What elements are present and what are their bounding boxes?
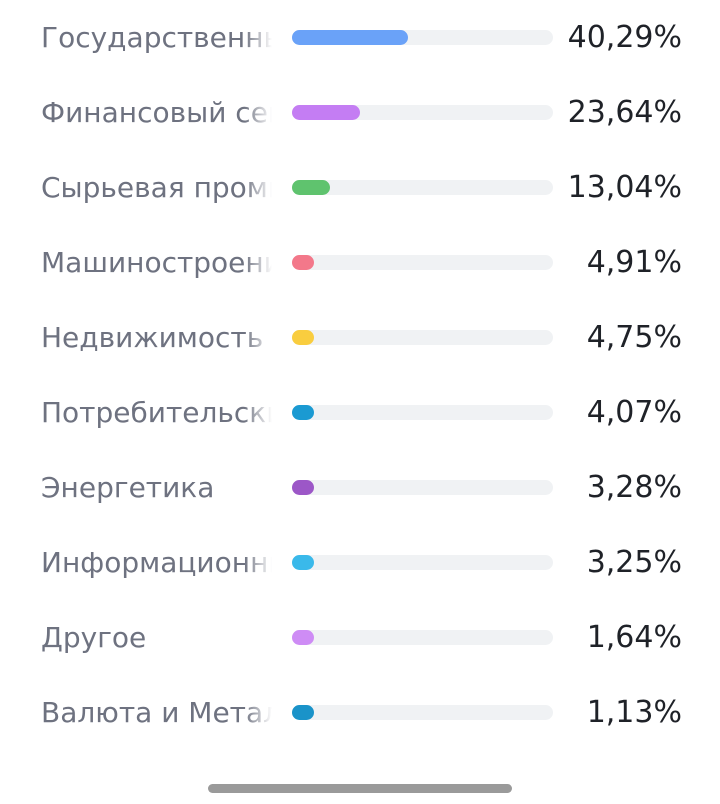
sector-percentage: 13,04% bbox=[567, 170, 682, 205]
sector-row[interactable]: Государственные облигации 40,29% bbox=[0, 0, 720, 75]
sector-row[interactable]: Финансовый сектор 23,64% bbox=[0, 75, 720, 150]
sector-progress-track bbox=[292, 705, 553, 720]
sector-percentage: 1,64% bbox=[586, 620, 682, 655]
sector-percentage: 3,28% bbox=[586, 470, 682, 505]
sector-progress-fill bbox=[292, 630, 314, 645]
sector-label: Другое bbox=[41, 621, 147, 654]
sector-row[interactable]: Потребительский сектор 4,07% bbox=[0, 375, 720, 450]
sector-label: Энергетика bbox=[41, 471, 215, 504]
sector-percentage: 40,29% bbox=[567, 20, 682, 55]
sector-percentage: 4,75% bbox=[586, 320, 682, 355]
sector-progress-fill bbox=[292, 30, 408, 45]
sector-label: Государственные облигации bbox=[41, 21, 272, 54]
sector-label: Потребительский сектор bbox=[41, 396, 272, 429]
sector-progress-fill bbox=[292, 405, 314, 420]
sector-label: Информационные технологии bbox=[41, 546, 272, 579]
sector-percentage: 3,25% bbox=[586, 545, 682, 580]
sector-progress-track bbox=[292, 405, 553, 420]
sector-label: Машиностроение bbox=[41, 246, 272, 279]
sector-row[interactable]: Машиностроение 4,91% bbox=[0, 225, 720, 300]
sector-row[interactable]: Сырьевая промышленность 13,04% bbox=[0, 150, 720, 225]
sector-row[interactable]: Энергетика 3,28% bbox=[0, 450, 720, 525]
sector-percentage: 23,64% bbox=[567, 95, 682, 130]
sector-progress-track bbox=[292, 30, 553, 45]
sector-progress-track bbox=[292, 255, 553, 270]
sector-progress-track bbox=[292, 105, 553, 120]
sector-percentage: 1,13% bbox=[586, 695, 682, 730]
sector-label: Финансовый сектор bbox=[41, 96, 272, 129]
sector-progress-fill bbox=[292, 255, 314, 270]
sector-progress-fill bbox=[292, 480, 314, 495]
sector-percentage: 4,07% bbox=[586, 395, 682, 430]
sector-percentage: 4,91% bbox=[586, 245, 682, 280]
sector-progress-track bbox=[292, 555, 553, 570]
sector-row[interactable]: Недвижимость 4,75% bbox=[0, 300, 720, 375]
sector-progress-fill bbox=[292, 705, 314, 720]
sector-progress-track bbox=[292, 480, 553, 495]
sector-progress-fill bbox=[292, 105, 360, 120]
sector-progress-fill bbox=[292, 180, 330, 195]
sector-row[interactable]: Другое 1,64% bbox=[0, 600, 720, 675]
sector-progress-track bbox=[292, 330, 553, 345]
sector-label: Сырьевая промышленность bbox=[41, 171, 272, 204]
sector-progress-fill bbox=[292, 555, 314, 570]
sector-row[interactable]: Валюта и Металлы 1,13% bbox=[0, 675, 720, 750]
sector-label: Валюта и Металлы bbox=[41, 696, 272, 729]
sector-label: Недвижимость bbox=[41, 321, 264, 354]
home-indicator[interactable] bbox=[208, 784, 512, 793]
sector-progress-track bbox=[292, 180, 553, 195]
sector-row[interactable]: Информационные технологии 3,25% bbox=[0, 525, 720, 600]
sector-progress-track bbox=[292, 630, 553, 645]
sector-progress-fill bbox=[292, 330, 314, 345]
